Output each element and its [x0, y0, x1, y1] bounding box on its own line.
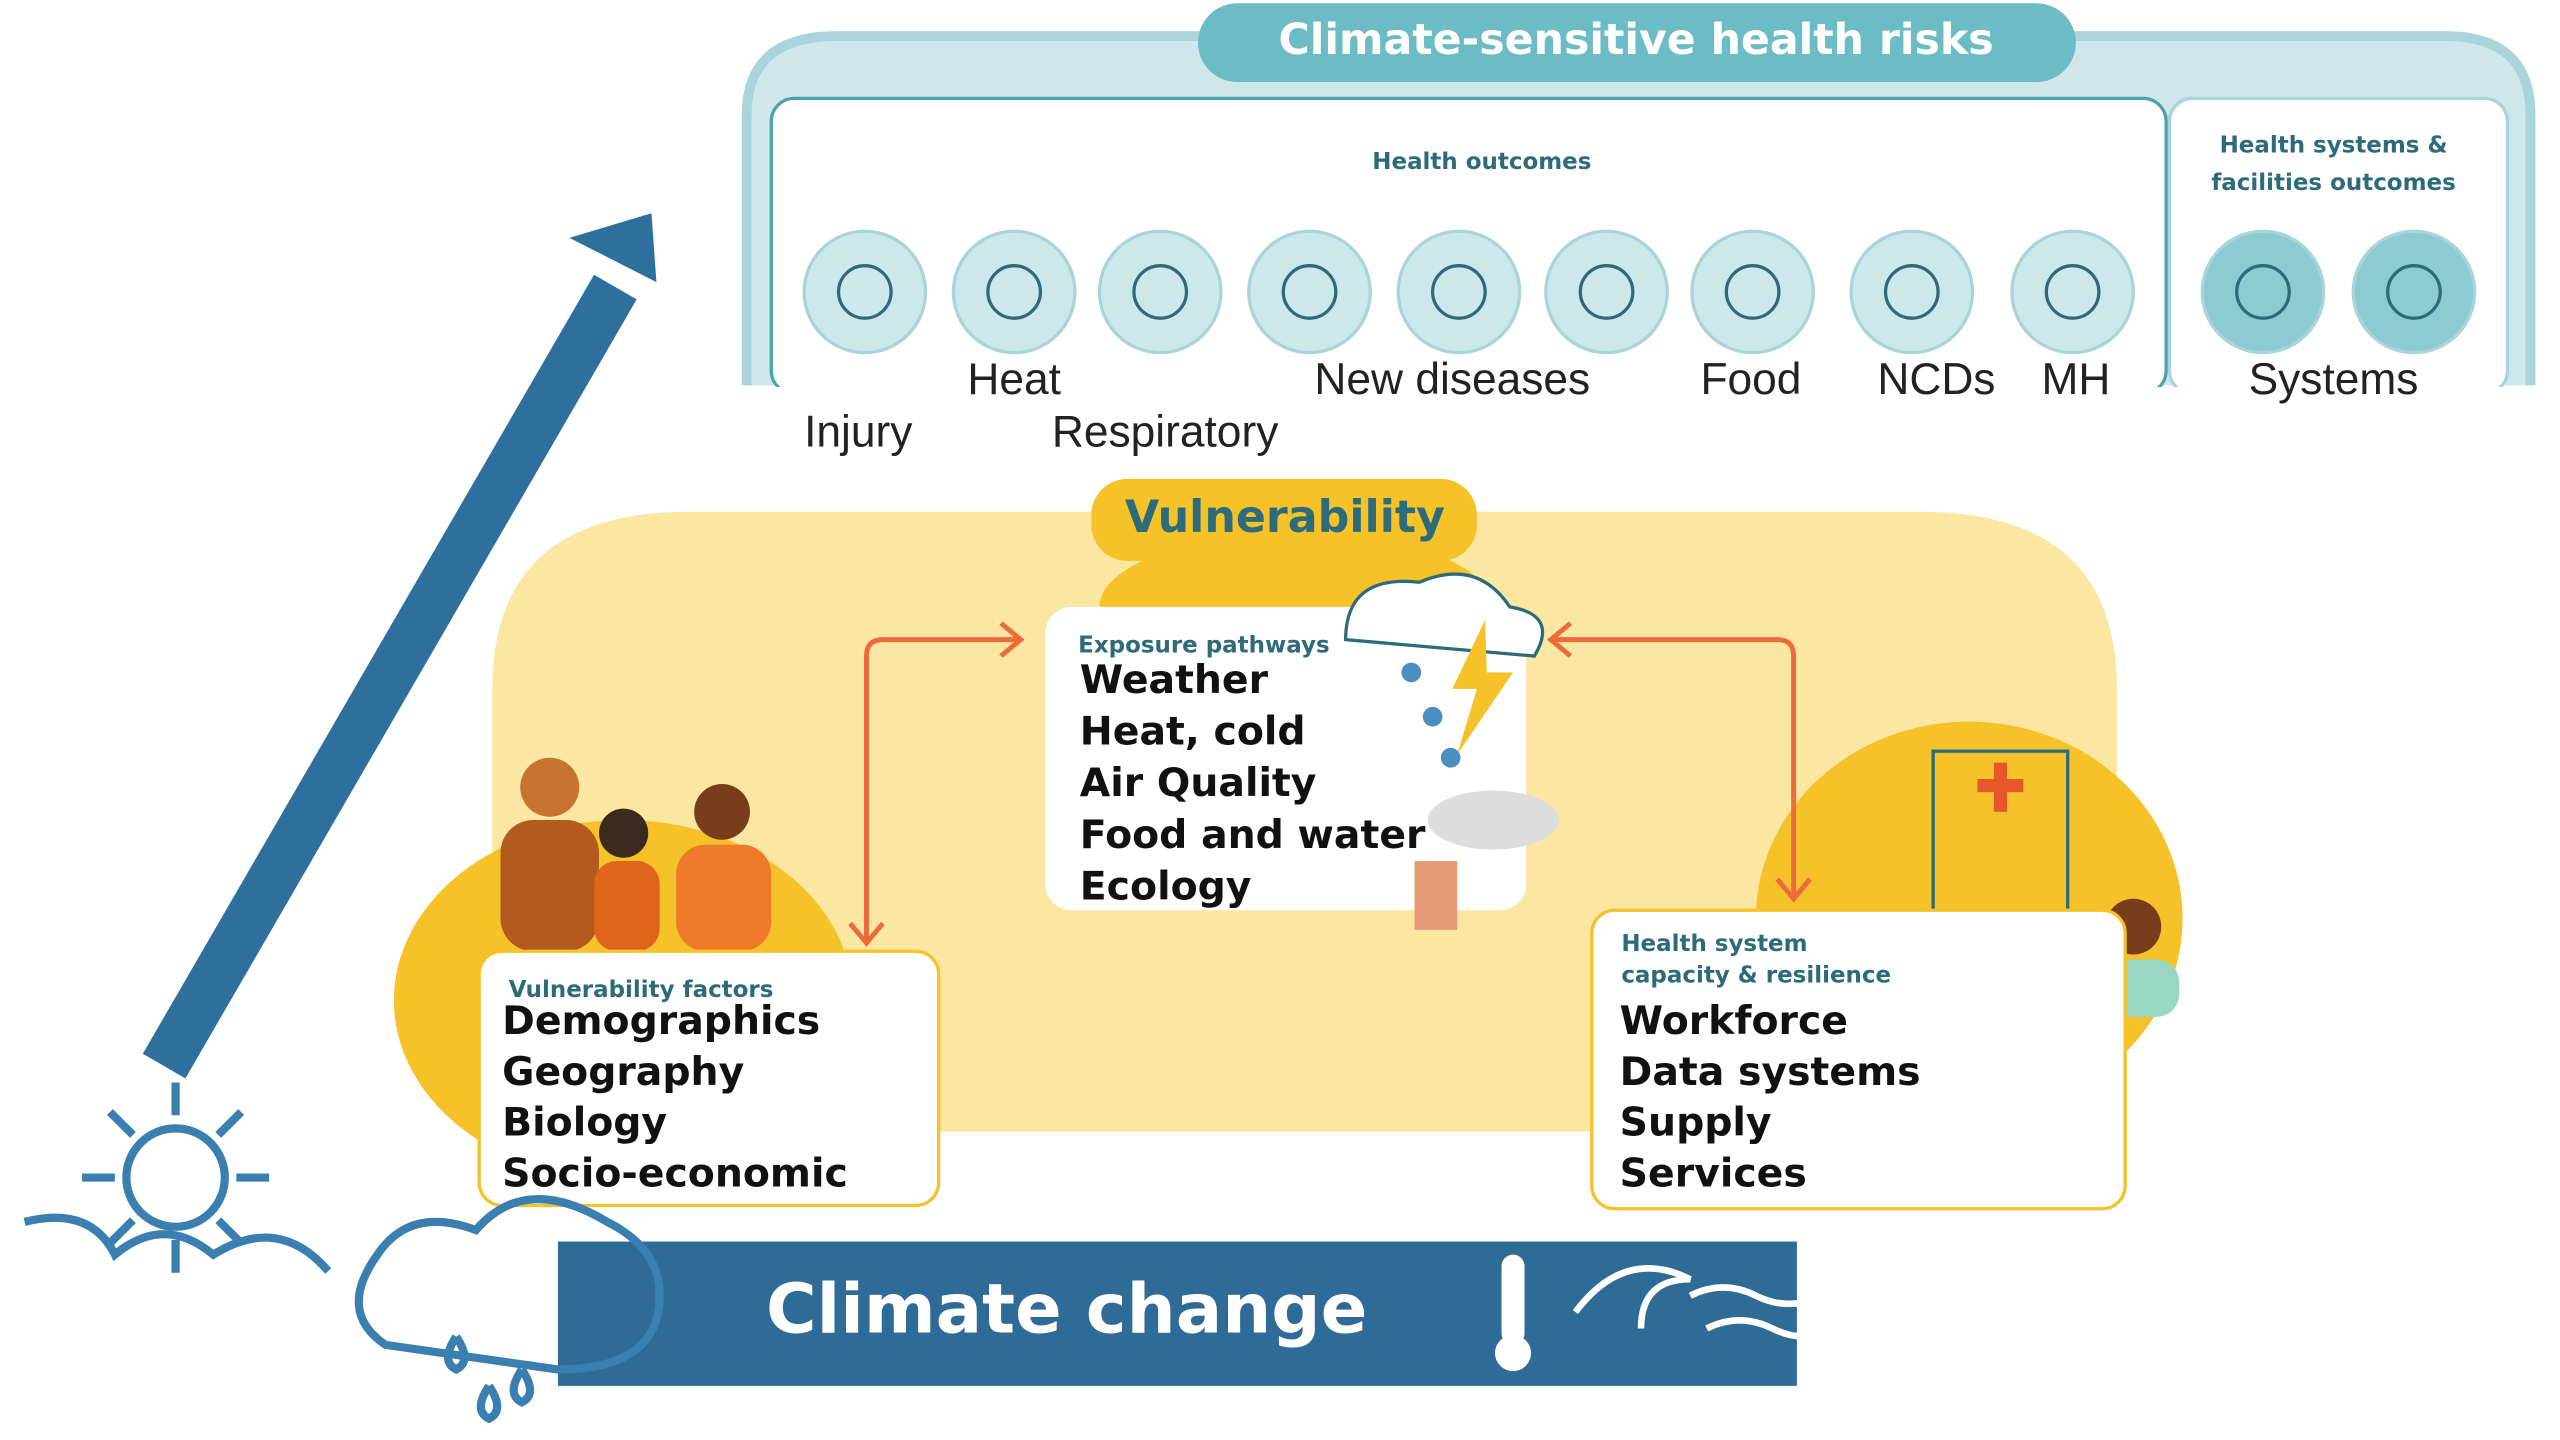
weather-icons — [23, 1082, 664, 1424]
outcome-label: Respiratory — [1052, 407, 1279, 456]
icon-glyph — [1883, 264, 1940, 320]
icon-glyph — [1281, 264, 1338, 320]
list-item: Demographics — [502, 998, 820, 1044]
outcome-icon — [802, 229, 928, 355]
list-item: Biology — [502, 1100, 667, 1146]
cloud-icon — [1343, 572, 1545, 658]
arrowhead — [848, 621, 1025, 947]
outcome-icon — [1690, 229, 1815, 355]
vulnerability-title: Vulnerability — [1125, 492, 1445, 543]
outcome-icon — [1544, 229, 1669, 355]
person — [598, 808, 649, 858]
rain-cloud — [354, 1195, 664, 1374]
outcome-icon — [1396, 229, 1522, 355]
icon-glyph — [2386, 264, 2442, 320]
factors-list: Demographics Geography BiologySocio-econom… — [502, 998, 848, 1197]
person — [694, 783, 750, 840]
arrowhead — [569, 213, 657, 283]
icon-glyph — [2235, 264, 2291, 320]
exposure-box — [1045, 606, 1527, 911]
outcome-label: Systems — [2249, 355, 2419, 404]
capacity-heading: capacity & resilience — [1621, 962, 1891, 988]
outcome-icon — [2010, 229, 2135, 355]
icon-glyph — [1724, 264, 1781, 320]
icon-glyph — [836, 264, 893, 320]
cloud — [23, 1213, 332, 1274]
vulnerability-pill — [1091, 478, 1477, 561]
list-item: Geography — [502, 1049, 744, 1095]
list-item: Socio-economic — [502, 1150, 848, 1196]
outcome-label: NCDs — [1877, 355, 1995, 404]
sun — [122, 1124, 229, 1231]
flow-arrows — [848, 621, 1812, 947]
hospital-cross — [1993, 762, 2007, 812]
outcome-label: New diseases — [1314, 355, 1590, 404]
list-item: Supply — [1620, 1100, 1772, 1146]
list-item: Food and water — [1080, 812, 1426, 858]
list-item: Heat, cold — [1080, 708, 1306, 754]
icon-glyph — [2044, 264, 2101, 320]
climate-bar — [557, 1241, 1797, 1386]
exposure-heading: Exposure pathways — [1078, 633, 1329, 659]
outcome-icon — [1097, 229, 1223, 355]
outcome-icon — [2351, 229, 2477, 355]
raindrop — [1440, 747, 1461, 768]
arrowhead — [1546, 621, 1812, 903]
factors-heading: Vulnerability factors — [509, 977, 774, 1003]
thermometer — [1494, 1335, 1532, 1372]
outcome-icon — [951, 229, 1077, 355]
outcome-icon — [1247, 229, 1372, 355]
list-item: Services — [1620, 1150, 1807, 1196]
frame-cut — [746, 387, 2536, 486]
person — [520, 757, 580, 817]
raindrops — [443, 1334, 535, 1424]
smoke — [1427, 790, 1559, 850]
raindrop — [1401, 662, 1422, 683]
systems-heading: Health systems & — [2220, 132, 2448, 158]
icon-glyph — [986, 264, 1043, 320]
outcomes-heading: Health outcomes — [1372, 149, 1591, 175]
risk-title: Climate-sensitive health risks — [1279, 15, 1994, 65]
rising-arrow — [142, 274, 637, 1079]
systems-heading: facilities outcomes — [2211, 170, 2455, 196]
list-item: Air Quality — [1080, 760, 1317, 806]
thermometer — [1501, 1254, 1525, 1345]
icon-glyph — [1132, 264, 1189, 320]
list-item: Weather — [1080, 657, 1269, 703]
icon-glyph — [1578, 264, 1635, 320]
outcome-label: MH — [2041, 355, 2110, 404]
icon-glyph — [1430, 264, 1487, 320]
outcome-label: Food — [1700, 355, 1801, 404]
outcome-icon — [2200, 229, 2326, 355]
outcome-label: Heat — [967, 355, 1061, 404]
arrow — [864, 637, 1018, 944]
list-item: Ecology — [1080, 863, 1252, 909]
chimney — [1414, 861, 1458, 930]
outcome-icon — [1849, 229, 1975, 355]
lightning — [1452, 619, 1514, 755]
person — [500, 820, 599, 952]
arrow — [1550, 637, 1797, 899]
outcome-label: Injury — [804, 407, 913, 456]
list-item: Data systems — [1620, 1049, 1921, 1095]
person — [594, 861, 660, 952]
risk-banner — [1197, 3, 2076, 83]
exposure-list: Weather Heat, cold Air Quality Food and wat… — [1080, 657, 1426, 910]
capacity-heading: Health system — [1621, 931, 1807, 957]
capacity-box — [1590, 908, 2127, 1211]
factors-box — [477, 949, 941, 1208]
list-item: Workforce — [1620, 998, 1848, 1044]
waves — [1572, 1265, 1840, 1340]
climate-title: Climate change — [766, 1270, 1367, 1350]
sun-rays — [82, 1082, 270, 1273]
raindrop — [1422, 706, 1443, 727]
person — [676, 844, 772, 952]
